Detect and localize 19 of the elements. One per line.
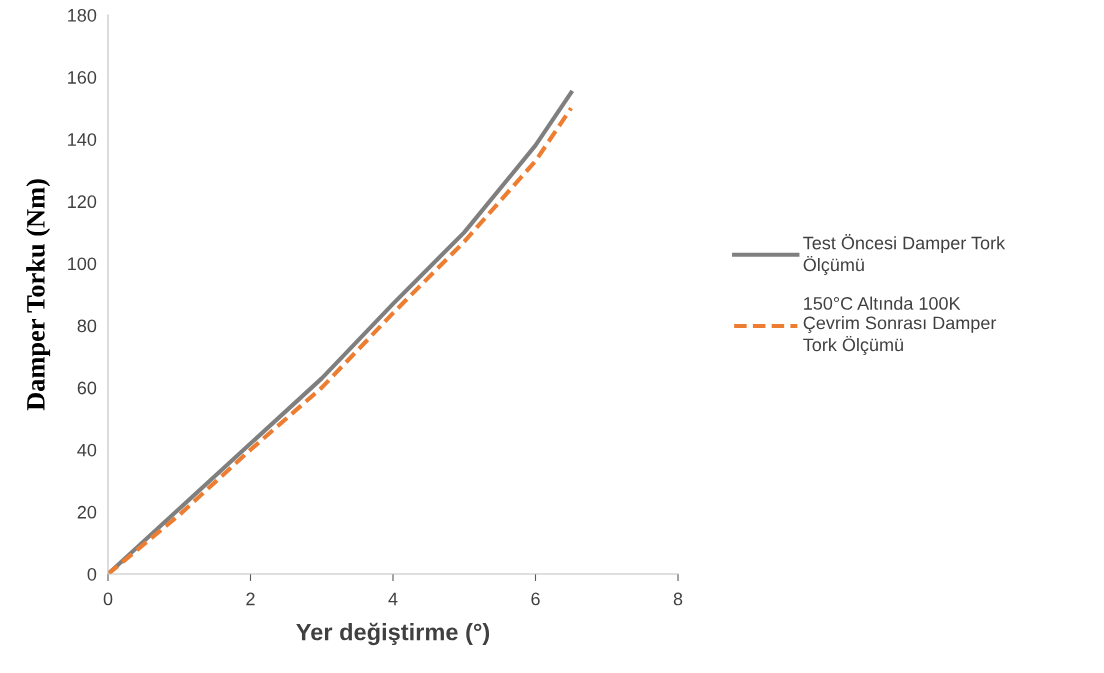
x-tick-label: 2 xyxy=(246,592,255,606)
y-tick-label: 60 xyxy=(77,381,97,395)
legend-label: Test Öncesi Damper Tork Ölçümü xyxy=(803,234,1006,275)
x-tick-label: 0 xyxy=(103,592,113,606)
x-tick-label: 8 xyxy=(673,592,683,606)
y-tick-label: 80 xyxy=(77,319,97,333)
y-tick-label: 160 xyxy=(68,71,97,84)
y-axis-title: Damper Torku (Nm) xyxy=(26,179,51,411)
y-tick-label: 20 xyxy=(77,505,97,519)
y-tick-label: 0 xyxy=(87,567,97,581)
legend-label: 150°C Altında 100K Çevrim Sonrası Damper Tork Ölçümü xyxy=(803,296,997,355)
x-axis-title: Yer değiştirme (°) xyxy=(296,622,490,646)
y-tick-label: 100 xyxy=(68,257,97,271)
x-tick-label: 4 xyxy=(388,592,398,606)
y-tick-label: 40 xyxy=(77,443,97,457)
y-tick-label: 120 xyxy=(68,195,97,209)
y-tick-label: 180 xyxy=(68,8,97,22)
x-tick-label: 6 xyxy=(531,592,540,606)
y-tick-label: 140 xyxy=(68,133,97,146)
